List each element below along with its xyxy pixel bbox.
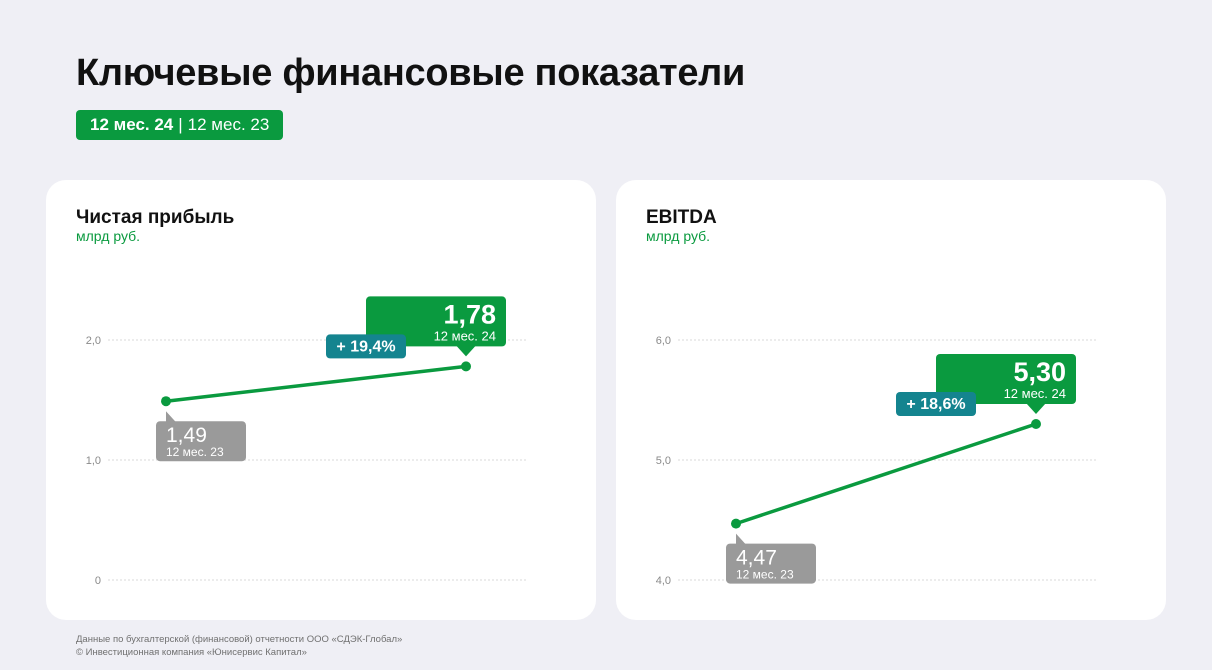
y-tick-label: 4,0 [656, 575, 671, 587]
data-point [1031, 419, 1041, 429]
series-line [734, 422, 1038, 526]
series-line [164, 364, 468, 403]
data-point [461, 361, 471, 372]
change-badge [326, 334, 406, 359]
previous-period-label: 12 мес. 23 [736, 568, 794, 582]
chart-title: EBITDA [646, 207, 717, 228]
page-title: Ключевые финансовые показатели [76, 52, 746, 94]
previous-value-label: 4,47 [736, 547, 777, 570]
previous-period-label: 12 мес. 23 [166, 445, 224, 459]
period-separator: | [178, 115, 183, 134]
change-badge [896, 392, 976, 416]
footnote-copyright: © Инвестиционная компания «Юнисервис Кап… [76, 647, 307, 658]
previous-value-callout [726, 543, 816, 584]
chart-unit: млрд руб. [76, 228, 141, 244]
chart-unit: млрд руб. [646, 228, 711, 244]
current-period-label: 12 мес. 24 [434, 328, 496, 343]
y-tick-label: 1,0 [86, 455, 101, 467]
period-current: 12 мес. 24 [90, 115, 174, 134]
footnote: Данные по бухгалтерской (финансовой) отч… [76, 633, 402, 659]
y-tick-label: 2,0 [86, 335, 101, 347]
y-tick-label: 5,0 [656, 455, 671, 467]
y-tick-label: 6,0 [656, 335, 671, 347]
ebitda-card: EBITDA млрд руб. 4,0 5,0 6,0 4,47 12 мес. 23… [616, 180, 1166, 620]
data-point [731, 518, 741, 529]
current-value-label: 5,30 [1013, 357, 1066, 387]
period-previous: 12 мес. 23 [187, 115, 270, 134]
callout-pointer [736, 533, 746, 545]
callout-pointer [456, 345, 476, 357]
callout-pointer [1026, 403, 1046, 414]
period-badge: 12 мес. 24 | 12 мес. 23 [76, 110, 284, 140]
data-point [161, 396, 171, 407]
previous-value-label: 1,49 [166, 424, 207, 447]
previous-value-callout [156, 421, 246, 462]
net-profit-card: Чистая прибыль млрд руб. 0 1,0 2,0 1,49 12 м… [46, 180, 596, 620]
footnote-source: Данные по бухгалтерской (финансовой) отч… [76, 634, 403, 645]
callout-pointer [166, 411, 176, 423]
current-value-callout [366, 296, 506, 347]
chart-title: Чистая прибыль [76, 207, 235, 228]
change-label: + 18,6% [906, 396, 965, 413]
current-value-label: 1,78 [443, 299, 496, 329]
current-value-callout [936, 354, 1076, 404]
change-label: + 19,4% [336, 338, 395, 355]
current-period-label: 12 мес. 24 [1004, 386, 1066, 401]
y-tick-label: 0 [95, 575, 101, 587]
